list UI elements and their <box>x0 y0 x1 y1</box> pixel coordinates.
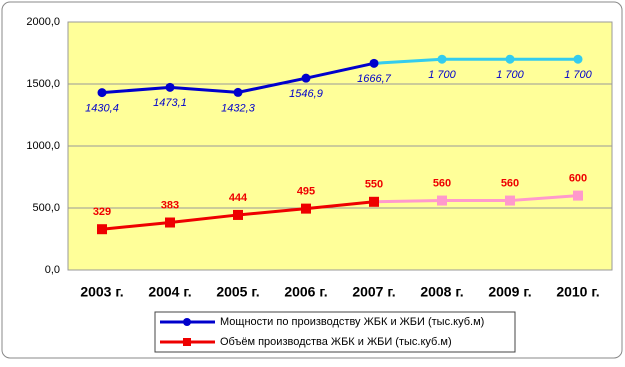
marker <box>505 195 515 206</box>
x-tick-label: 2005 г. <box>216 284 259 300</box>
value-label: 560 <box>501 177 519 189</box>
marker <box>505 54 515 64</box>
line-segment <box>509 194 579 203</box>
value-label: 600 <box>569 173 587 185</box>
marker <box>573 54 583 64</box>
value-label: 1430,4 <box>85 103 119 115</box>
x-tick-label: 2006 г. <box>284 284 327 300</box>
marker <box>369 58 379 68</box>
line-segment <box>169 213 239 224</box>
value-label: 444 <box>229 192 248 204</box>
value-label: 495 <box>297 186 315 198</box>
legend-marker <box>183 338 191 346</box>
line-segment <box>101 221 171 231</box>
value-label: 1 700 <box>428 69 456 81</box>
marker <box>97 88 107 98</box>
legend-label: Объём производства ЖБК и ЖБИ (тыс.куб.м) <box>220 336 452 348</box>
value-label: 383 <box>161 199 179 211</box>
line-segment <box>169 85 239 94</box>
marker <box>301 203 311 214</box>
line-segment <box>101 85 171 95</box>
marker <box>301 73 311 83</box>
x-tick-label: 2007 г. <box>352 284 395 300</box>
marker <box>437 54 447 64</box>
marker <box>165 82 175 92</box>
x-tick-label: 2009 г. <box>488 284 531 300</box>
marker <box>97 224 107 235</box>
legend <box>154 311 516 353</box>
marker <box>573 190 583 201</box>
x-tick-label: 2010 г. <box>556 284 599 300</box>
marker <box>233 209 243 220</box>
value-label: 329 <box>93 206 111 218</box>
value-label: 1432,3 <box>221 102 256 114</box>
line-segment <box>373 57 443 65</box>
marker <box>165 217 175 228</box>
value-label: 1546,9 <box>289 88 323 100</box>
value-label: 1473,1 <box>153 97 187 109</box>
value-label: 1 700 <box>496 69 524 81</box>
legend-marker <box>183 318 191 326</box>
line-segment <box>373 199 443 204</box>
value-label: 1666,7 <box>357 73 392 85</box>
marker <box>437 195 447 206</box>
value-label: 1 700 <box>564 69 592 81</box>
line-segment <box>237 76 307 94</box>
legend-label: Мощности по производству ЖБК и ЖБИ (тыс.… <box>220 316 484 328</box>
line-segment <box>237 207 307 217</box>
y-tick-label: 500,0 <box>32 202 60 214</box>
marker <box>233 87 243 97</box>
line-segment <box>305 200 375 211</box>
y-tick-label: 1500,0 <box>26 78 60 90</box>
y-tick-label: 0,0 <box>45 264 60 276</box>
line-segment <box>305 61 375 80</box>
value-label: 560 <box>433 177 451 189</box>
x-tick-label: 2003 г. <box>80 284 123 300</box>
y-tick-label: 2000,0 <box>26 16 60 28</box>
value-label: 550 <box>365 179 383 191</box>
x-tick-label: 2004 г. <box>148 284 191 300</box>
marker <box>369 196 379 207</box>
x-tick-label: 2008 г. <box>420 284 463 300</box>
y-tick-label: 1000,0 <box>26 140 60 152</box>
